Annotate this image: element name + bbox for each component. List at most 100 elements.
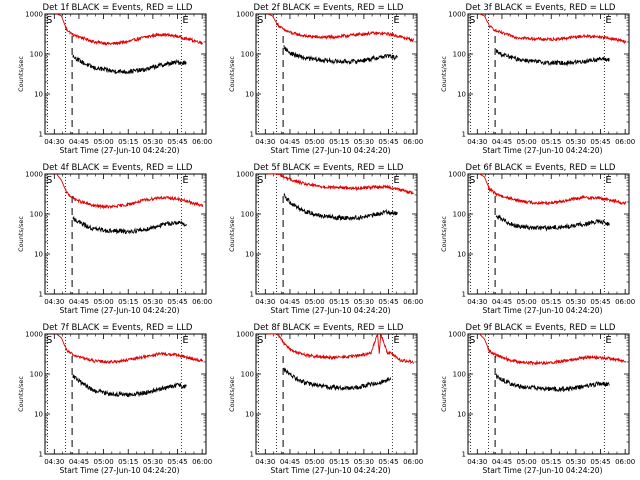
panel-det-2f: Det 2f BLACK = Events, RED = LLD 1 10 100 10…: [228, 3, 423, 155]
end-marker-label: E: [605, 175, 611, 186]
panel-det-5f: Det 5f BLACK = Events, RED = LLD 1 10 100 10…: [228, 163, 423, 315]
start-marker-label: S: [46, 335, 52, 346]
x-axis-label: Start Time (27-Jun-10 04:24:20): [271, 146, 391, 155]
series-lld-line: [479, 334, 627, 366]
panel-title: Det 8f BLACK = Events, RED = LLD: [254, 323, 404, 333]
y-tick-label: 1: [462, 131, 466, 139]
x-tick-label: 05:15: [541, 298, 561, 306]
plot-frame: [44, 333, 207, 455]
x-tick-label: 04:30: [467, 298, 487, 306]
plot-frame: [44, 173, 207, 295]
y-tick-label: 1: [39, 131, 43, 139]
x-axis-label: Start Time (27-Jun-10 04:24:20): [483, 466, 603, 475]
x-tick-label: 05:45: [378, 298, 398, 306]
panel-title: Det 4f BLACK = Events, RED = LLD: [43, 163, 193, 173]
x-tick-label: 05:30: [566, 458, 586, 466]
x-tick-label: 05:45: [167, 458, 187, 466]
y-tick-label: 10: [34, 251, 43, 259]
y-tick-label: 10: [245, 251, 254, 259]
x-tick-label: 05:15: [118, 298, 138, 306]
plot-frame: [467, 13, 630, 135]
x-tick-label: 06:00: [615, 458, 635, 466]
end-marker-label: E: [393, 335, 399, 346]
x-tick-label: 04:30: [44, 458, 64, 466]
start-marker-label: S: [469, 335, 475, 346]
start-marker-label: S: [257, 175, 263, 186]
x-tick-label: 04:45: [492, 458, 512, 466]
end-marker-label: E: [182, 335, 188, 346]
end-marker-label: E: [182, 175, 188, 186]
y-axis-label: Counts/sec: [440, 216, 448, 252]
x-tick-label: 05:00: [305, 458, 325, 466]
plot-frame: [255, 13, 418, 135]
x-tick-label: 06:00: [192, 138, 212, 146]
x-axis-label: Start Time (27-Jun-10 04:24:20): [60, 466, 180, 475]
y-tick-label: 1000: [448, 11, 466, 19]
y-tick-label: 10: [457, 251, 466, 259]
x-tick-label: 05:15: [329, 458, 349, 466]
x-tick-label: 05:00: [517, 298, 537, 306]
x-tick-label: 04:30: [255, 298, 275, 306]
y-tick-label: 1: [39, 451, 43, 459]
x-tick-label: 06:00: [403, 138, 423, 146]
series-events-line: [495, 373, 610, 393]
series-lld-line: [267, 14, 415, 43]
x-tick-label: 05:30: [354, 138, 374, 146]
y-tick-label: 1: [250, 131, 254, 139]
x-tick-label: 05:00: [94, 138, 114, 146]
x-tick-label: 06:00: [192, 458, 212, 466]
y-tick-label: 1000: [236, 11, 254, 19]
x-axis-label: Start Time (27-Jun-10 04:24:20): [271, 466, 391, 475]
start-marker-label: S: [469, 15, 475, 26]
x-tick-label: 04:45: [280, 298, 300, 306]
x-tick-label: 06:00: [615, 298, 635, 306]
x-tick-label: 04:45: [280, 458, 300, 466]
y-tick-label: 10: [34, 91, 43, 99]
series-lld-line: [479, 14, 627, 44]
x-axis-label: Start Time (27-Jun-10 04:24:20): [483, 306, 603, 315]
x-tick-label: 05:15: [541, 458, 561, 466]
x-tick-label: 05:45: [590, 298, 610, 306]
plot-frame: [44, 13, 207, 135]
x-tick-label: 04:45: [69, 298, 89, 306]
start-marker-label: S: [257, 15, 263, 26]
plot-frame: [255, 173, 418, 295]
series-events-line: [72, 216, 187, 235]
panel-title: Det 6f BLACK = Events, RED = LLD: [466, 163, 616, 173]
series-lld-line: [267, 174, 414, 195]
plot-frame: [255, 333, 418, 455]
y-tick-label: 10: [34, 411, 43, 419]
y-tick-label: 100: [453, 51, 466, 59]
series-lld-line: [56, 174, 204, 210]
y-tick-label: 1000: [25, 331, 43, 339]
series-events-line: [283, 45, 398, 65]
panel-title: Det 5f BLACK = Events, RED = LLD: [254, 163, 404, 173]
end-marker-label: E: [605, 15, 611, 26]
y-tick-label: 100: [30, 371, 43, 379]
x-tick-label: 05:15: [541, 138, 561, 146]
panel-title: Det 7f BLACK = Events, RED = LLD: [43, 323, 193, 333]
y-axis-label: Counts/sec: [228, 216, 236, 252]
series-events-line: [283, 192, 398, 222]
y-tick-label: 100: [30, 51, 43, 59]
x-tick-label: 05:45: [167, 298, 187, 306]
y-tick-label: 1: [462, 291, 466, 299]
x-tick-label: 04:30: [255, 138, 275, 146]
x-tick-label: 05:30: [354, 298, 374, 306]
start-marker-label: S: [257, 335, 263, 346]
end-marker-label: E: [182, 15, 188, 26]
y-tick-label: 10: [457, 411, 466, 419]
y-tick-label: 100: [241, 51, 254, 59]
x-tick-label: 04:30: [467, 458, 487, 466]
y-tick-label: 100: [241, 211, 254, 219]
end-marker-label: E: [605, 335, 611, 346]
start-marker-label: S: [46, 15, 52, 26]
x-tick-label: 04:45: [69, 138, 89, 146]
series-events-line: [283, 367, 392, 392]
y-axis-label: Counts/sec: [17, 376, 25, 412]
y-tick-label: 1000: [25, 11, 43, 19]
series-events-line: [495, 214, 610, 232]
panel-det-6f: Det 6f BLACK = Events, RED = LLD 1 10 100 10…: [440, 163, 635, 315]
x-tick-label: 04:45: [280, 138, 300, 146]
y-tick-label: 1: [250, 451, 254, 459]
